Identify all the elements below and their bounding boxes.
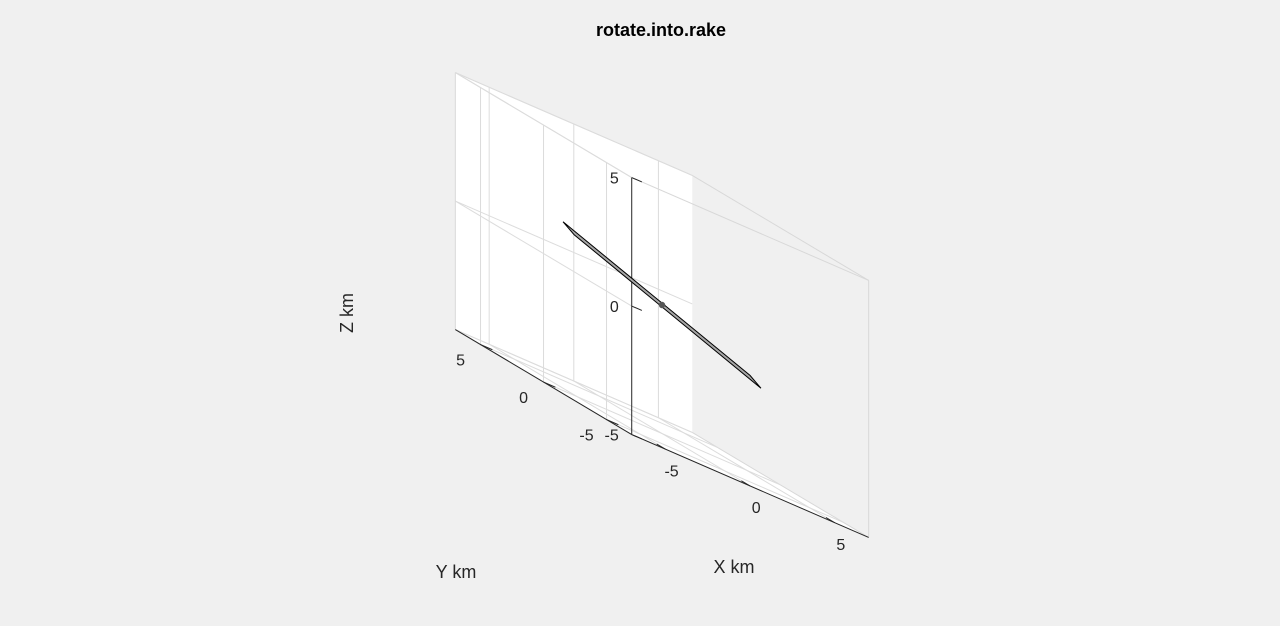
y-tick [480, 344, 493, 351]
axes-3d: -5 0 5 -5 0 5 -5 0 5 [454, 72, 870, 554]
x-tick-label: 5 [836, 537, 845, 554]
grid-line-y-floor [606, 419, 844, 523]
grid-line-y-floor [543, 381, 781, 486]
grid-line-y-floor [480, 344, 718, 448]
x-tick-label: 0 [752, 500, 761, 517]
z-tick [631, 434, 643, 440]
hypocenter-point [658, 301, 666, 309]
grid-line-z-back [455, 200, 693, 305]
grid-line-z-back [455, 329, 693, 433]
x-tick [656, 443, 666, 450]
z-axis-label: Z km [337, 293, 357, 333]
z-tick [631, 305, 643, 311]
z-tick-label: 0 [610, 299, 619, 316]
grid-line-z-left [455, 72, 632, 178]
x-tick [741, 480, 751, 487]
grid-line-z-back [455, 72, 693, 176]
x-tick-label: -5 [664, 463, 678, 480]
plot-area [562, 221, 762, 389]
box-edge [692, 175, 869, 281]
y-tick [543, 381, 556, 388]
y-tick-label: 0 [519, 390, 528, 407]
ticks: -5 0 5 -5 0 5 -5 0 5 [456, 171, 845, 554]
y-tick-label: -5 [579, 428, 593, 445]
x-tick [825, 517, 836, 524]
z-tick-label: -5 [604, 428, 618, 445]
y-tick [606, 419, 619, 426]
box-edge [631, 177, 869, 281]
y-axis-label: Y km [436, 562, 477, 582]
y-tick-label: 5 [456, 353, 465, 370]
z-tick-label: 5 [610, 171, 619, 188]
grid [455, 72, 844, 524]
z-tick [631, 177, 643, 183]
grid-line-z-left [455, 200, 632, 307]
chart-title: rotate.into.rake [596, 20, 726, 40]
x-axis-label: X km [713, 557, 754, 577]
